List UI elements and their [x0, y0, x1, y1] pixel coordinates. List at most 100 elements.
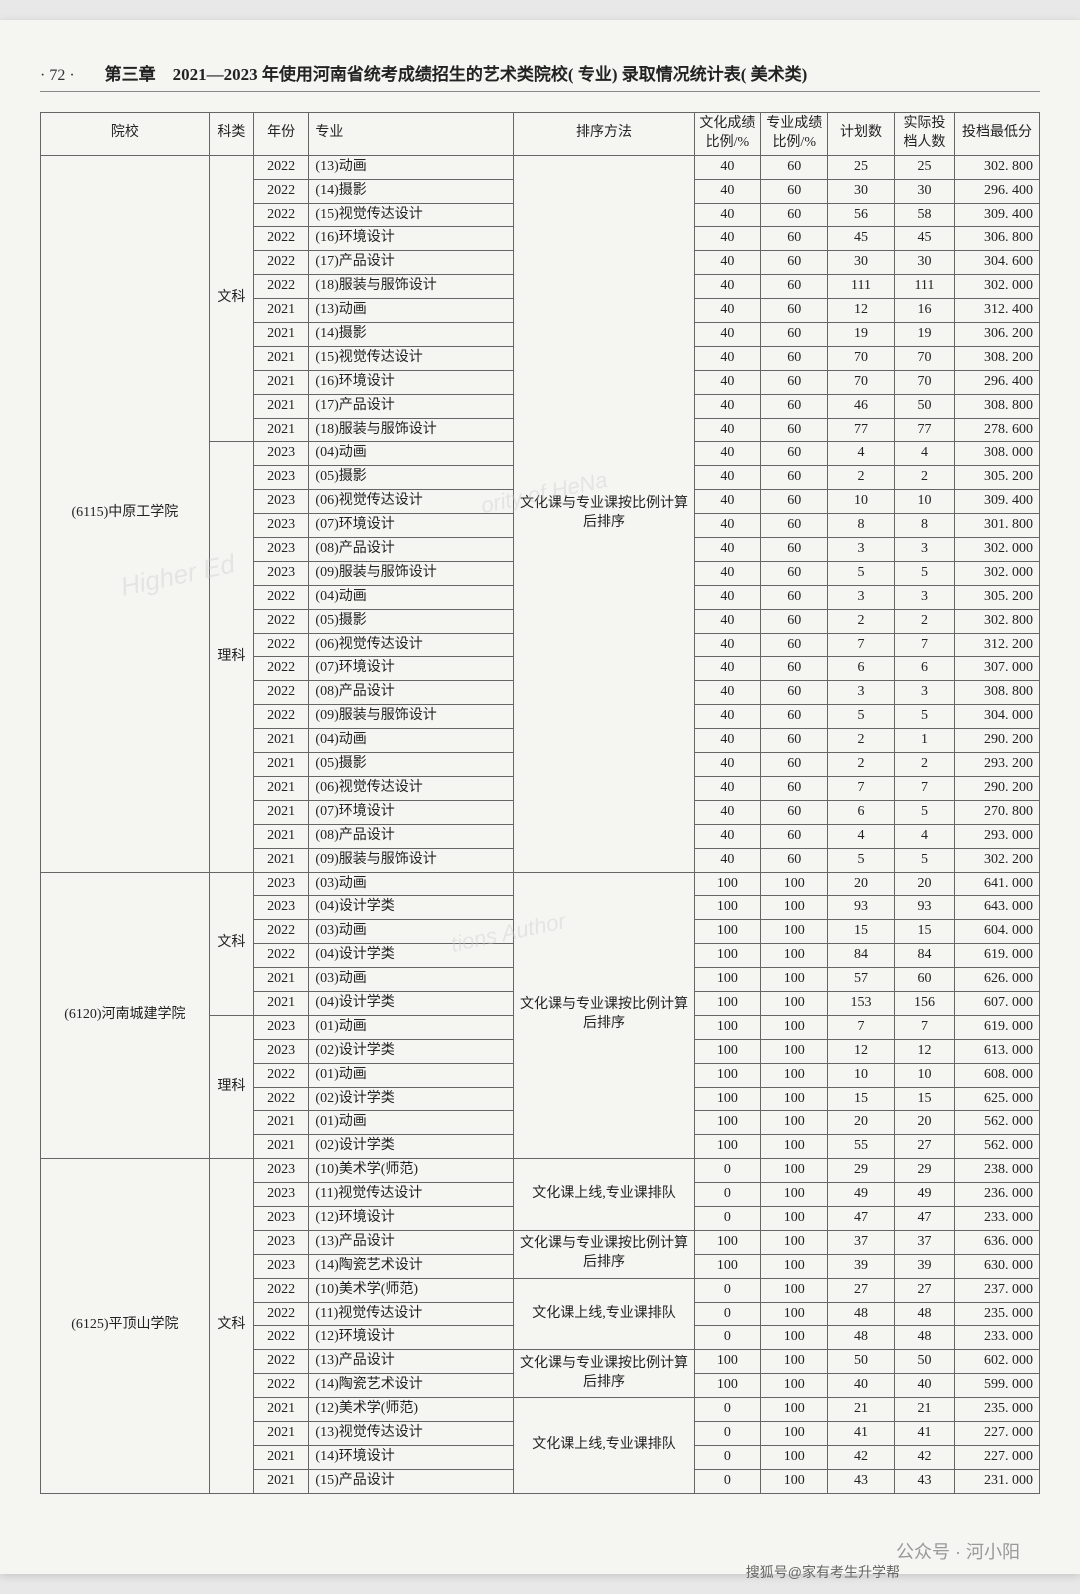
table-body: (6115)中原工学院文科2022(13)动画文化课与专业课按比例计算后排序40…	[41, 155, 1040, 1493]
table-cell: 48	[894, 1326, 954, 1350]
chapter-title: 第三章 2021—2023 年使用河南省统考成绩招生的艺术类院校( 专业) 录取…	[105, 60, 808, 85]
table-cell: 641. 000	[954, 872, 1039, 896]
table-cell: 290. 200	[954, 776, 1039, 800]
table-cell: 100	[694, 1063, 761, 1087]
table-cell: 100	[694, 1135, 761, 1159]
table-cell: 60	[761, 705, 828, 729]
table-cell: 100	[694, 1039, 761, 1063]
table-cell: 2	[828, 466, 895, 490]
table-cell: 2022	[253, 1326, 309, 1350]
table-cell: 60	[761, 538, 828, 562]
table-cell: 57	[828, 968, 895, 992]
table-cell: 45	[828, 227, 895, 251]
table-cell: 40	[694, 323, 761, 347]
table-cell: 308. 800	[954, 681, 1039, 705]
table-cell: (10)美术学(师范)	[309, 1278, 514, 1302]
table-cell: (14)陶瓷艺术设计	[309, 1374, 514, 1398]
table-cell: (01)动画	[309, 1063, 514, 1087]
table-cell: 2023	[253, 1206, 309, 1230]
table-cell: 21	[828, 1398, 895, 1422]
table-cell: 306. 200	[954, 323, 1039, 347]
table-cell: 4	[828, 824, 895, 848]
table-cell: (05)摄影	[309, 466, 514, 490]
table-cell: (02)设计学类	[309, 1135, 514, 1159]
table-cell: 40	[694, 657, 761, 681]
table-cell: (14)环境设计	[309, 1445, 514, 1469]
table-cell: 305. 200	[954, 466, 1039, 490]
table-cell: (04)动画	[309, 729, 514, 753]
table-cell: 100	[761, 1183, 828, 1207]
table-cell: 12	[828, 299, 895, 323]
table-cell: 236. 000	[954, 1183, 1039, 1207]
table-cell: 3	[894, 585, 954, 609]
table-cell: 40	[694, 800, 761, 824]
table-cell: 100	[761, 991, 828, 1015]
table-cell: 6	[828, 800, 895, 824]
table-cell: 227. 000	[954, 1445, 1039, 1469]
table-cell: 312. 400	[954, 299, 1039, 323]
table-cell: 15	[828, 1087, 895, 1111]
table-cell: 2023	[253, 538, 309, 562]
table-cell: 2022	[253, 1063, 309, 1087]
table-cell: 2021	[253, 1398, 309, 1422]
table-cell: 100	[761, 1111, 828, 1135]
table-cell: 40	[694, 227, 761, 251]
table-cell: 100	[761, 1350, 828, 1374]
table-cell: 文化课与专业课按比例计算后排序	[514, 1230, 694, 1278]
table-cell: 613. 000	[954, 1039, 1039, 1063]
table-cell: 60	[761, 633, 828, 657]
table-cell: 60	[761, 753, 828, 777]
table-cell: 12	[828, 1039, 895, 1063]
table-cell: 70	[828, 370, 895, 394]
table-cell: (15)视觉传达设计	[309, 203, 514, 227]
table-cell: 111	[894, 275, 954, 299]
table-cell: 312. 200	[954, 633, 1039, 657]
table-cell: 2022	[253, 920, 309, 944]
table-cell: (07)环境设计	[309, 657, 514, 681]
table-cell: 100	[694, 991, 761, 1015]
admissions-table: 院校 科类 年份 专业 排序方法 文化成绩比例/% 专业成绩比例/% 计划数 实…	[40, 112, 1040, 1494]
table-cell: 2021	[253, 1445, 309, 1469]
table-cell: 100	[761, 1421, 828, 1445]
table-cell: 111	[828, 275, 895, 299]
table-cell: 8	[828, 514, 895, 538]
table-cell: 2022	[253, 227, 309, 251]
table-cell: 619. 000	[954, 1015, 1039, 1039]
table-cell: 2	[828, 753, 895, 777]
table-cell: (12)美术学(师范)	[309, 1398, 514, 1422]
table-cell: (6115)中原工学院	[41, 155, 210, 872]
table-cell: 2021	[253, 729, 309, 753]
table-cell: (12)环境设计	[309, 1206, 514, 1230]
table-cell: 0	[694, 1159, 761, 1183]
table-cell: (16)环境设计	[309, 370, 514, 394]
table-cell: 93	[828, 896, 895, 920]
table-cell: 2	[894, 466, 954, 490]
table-cell: 2023	[253, 1254, 309, 1278]
table-cell: 7	[828, 1015, 895, 1039]
table-cell: 40	[694, 179, 761, 203]
table-cell: 2021	[253, 824, 309, 848]
footer-credit: 公众号 · 河小阳	[896, 1538, 1020, 1564]
table-cell: 238. 000	[954, 1159, 1039, 1183]
table-cell: 301. 800	[954, 514, 1039, 538]
table-cell: 6	[828, 657, 895, 681]
table-cell: 文化课与专业课按比例计算后排序	[514, 155, 694, 872]
table-cell: 37	[828, 1230, 895, 1254]
table-cell: (02)设计学类	[309, 1039, 514, 1063]
table-cell: 40	[694, 776, 761, 800]
table-cell: 3	[894, 681, 954, 705]
table-cell: 100	[761, 1302, 828, 1326]
table-cell: 100	[761, 1445, 828, 1469]
table-cell: 293. 000	[954, 824, 1039, 848]
table-cell: 30	[828, 179, 895, 203]
table-cell: 100	[694, 1254, 761, 1278]
table-cell: 607. 000	[954, 991, 1039, 1015]
table-cell: 0	[694, 1469, 761, 1493]
table-cell: 2023	[253, 1183, 309, 1207]
table-cell: 70	[828, 346, 895, 370]
table-cell: 2023	[253, 466, 309, 490]
table-cell: 40	[694, 418, 761, 442]
th-score: 投档最低分	[954, 113, 1039, 156]
table-cell: (13)视觉传达设计	[309, 1421, 514, 1445]
table-cell: 3	[828, 585, 895, 609]
